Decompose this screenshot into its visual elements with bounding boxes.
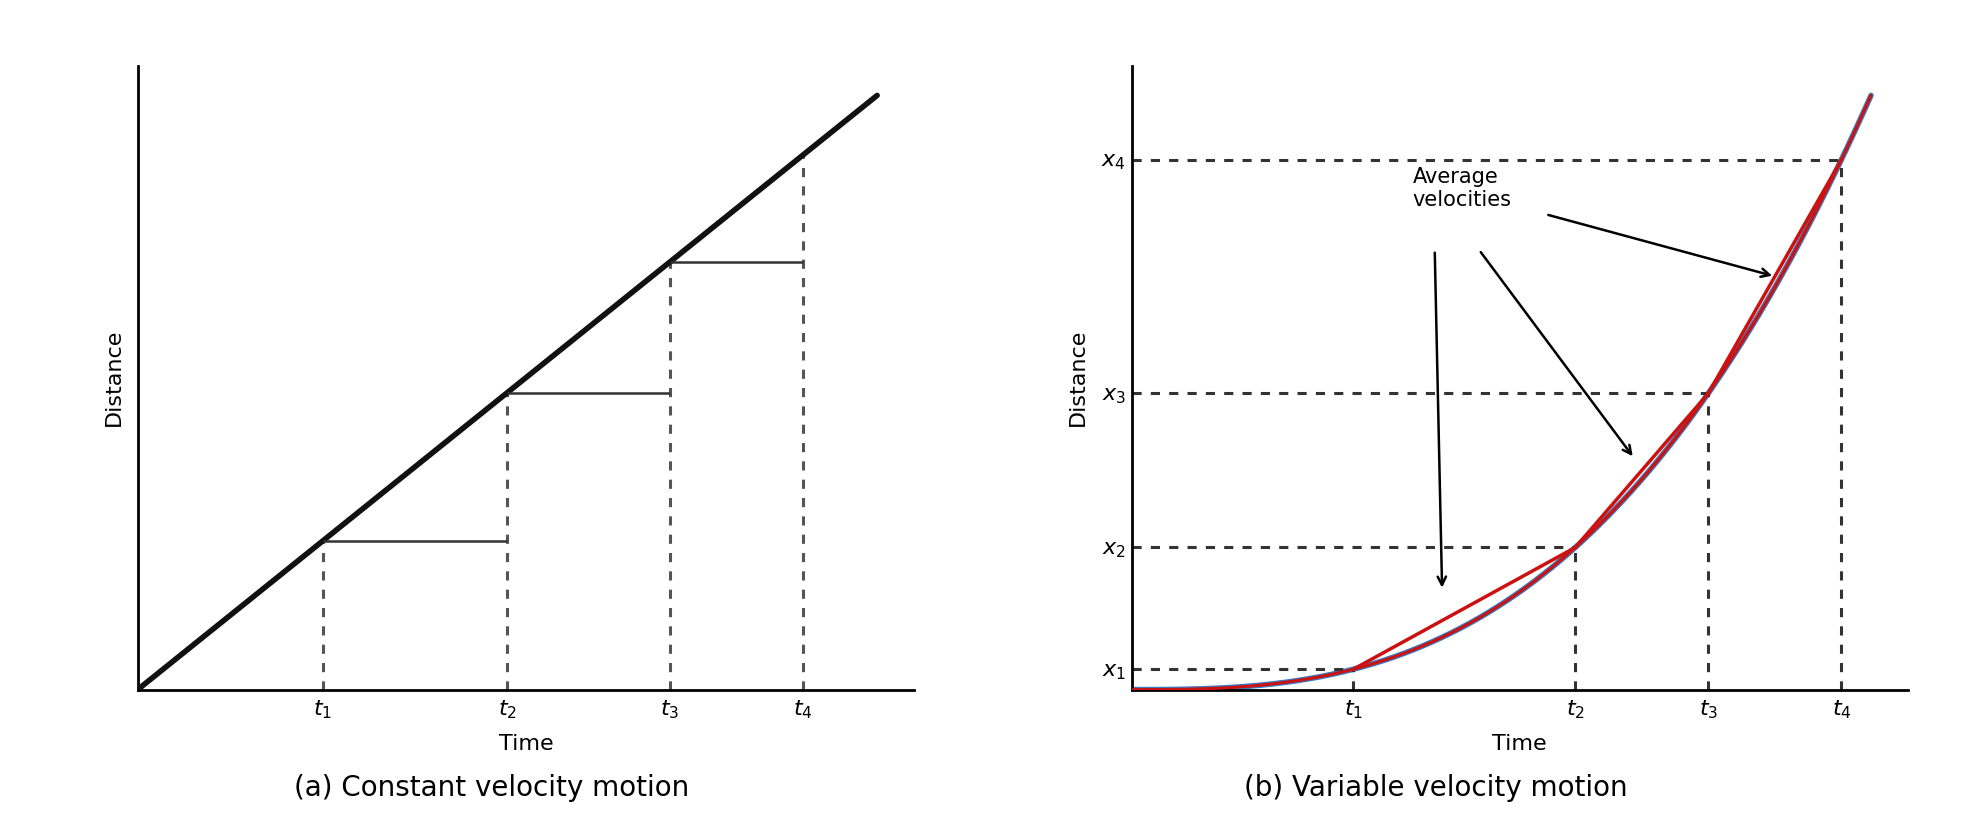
Text: (b) Variable velocity motion: (b) Variable velocity motion [1243, 774, 1629, 802]
Text: (a) Constant velocity motion: (a) Constant velocity motion [295, 774, 688, 802]
Text: Average
velocities: Average velocities [1412, 167, 1511, 210]
X-axis label: Time: Time [1493, 735, 1548, 754]
X-axis label: Time: Time [498, 735, 553, 754]
Y-axis label: Distance: Distance [1068, 329, 1088, 426]
Y-axis label: Distance: Distance [104, 329, 124, 426]
